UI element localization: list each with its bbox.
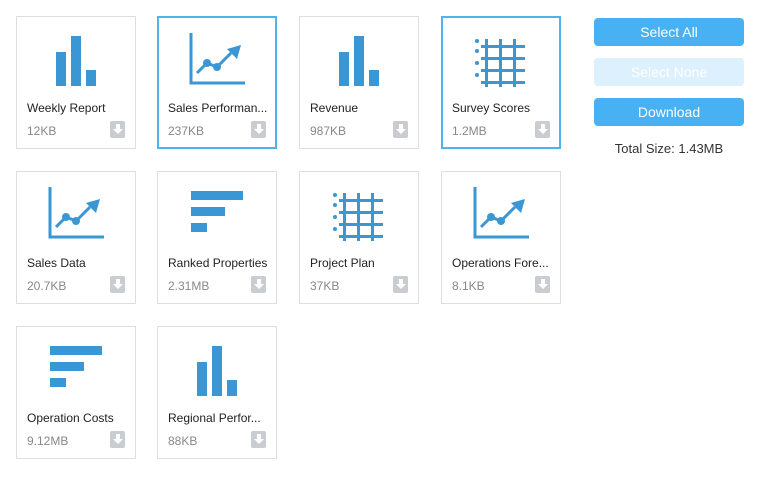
file-tile[interactable]: Regional Perfor... 88KB bbox=[157, 326, 277, 459]
file-name: Survey Scores bbox=[452, 101, 531, 115]
file-name: Weekly Report bbox=[27, 101, 106, 115]
file-tile[interactable]: Weekly Report 12KB bbox=[16, 16, 136, 149]
line-chart-icon bbox=[159, 30, 275, 92]
file-size: 9.12MB bbox=[27, 434, 69, 448]
select-all-button[interactable]: Select All bbox=[594, 18, 744, 46]
download-icon[interactable] bbox=[110, 276, 125, 293]
file-name: Ranked Properties bbox=[168, 256, 268, 270]
download-icon[interactable] bbox=[535, 276, 550, 293]
download-icon[interactable] bbox=[251, 121, 266, 138]
file-name: Operations Fore... bbox=[452, 256, 549, 270]
line-chart-icon bbox=[442, 184, 560, 246]
horizontal-bar-chart-icon bbox=[158, 184, 276, 246]
file-size: 12KB bbox=[27, 124, 57, 138]
file-name: Sales Performan... bbox=[168, 101, 268, 115]
file-name: Project Plan bbox=[310, 256, 375, 270]
file-size: 987KB bbox=[310, 124, 347, 138]
file-tile[interactable]: Project Plan 37KB bbox=[299, 171, 419, 304]
line-chart-icon bbox=[17, 184, 135, 246]
file-name: Sales Data bbox=[27, 256, 86, 270]
file-size: 8.1KB bbox=[452, 279, 485, 293]
file-name: Revenue bbox=[310, 101, 359, 115]
download-icon[interactable] bbox=[110, 121, 125, 138]
horizontal-bar-chart-icon bbox=[17, 339, 135, 401]
download-icon[interactable] bbox=[110, 431, 125, 448]
bar-chart-icon bbox=[17, 29, 135, 91]
file-tile[interactable]: Ranked Properties 2.31MB bbox=[157, 171, 277, 304]
file-tile[interactable]: Sales Data 20.7KB bbox=[16, 171, 136, 304]
download-icon[interactable] bbox=[251, 431, 266, 448]
download-icon[interactable] bbox=[393, 121, 408, 138]
download-icon[interactable] bbox=[393, 276, 408, 293]
download-icon[interactable] bbox=[535, 121, 550, 138]
bar-chart-icon bbox=[300, 29, 418, 91]
bar-chart-icon bbox=[158, 339, 276, 401]
select-none-button[interactable]: Select None bbox=[594, 58, 744, 86]
file-name: Regional Perfor... bbox=[168, 411, 261, 425]
file-size: 37KB bbox=[310, 279, 340, 293]
download-button[interactable]: Download bbox=[594, 98, 744, 126]
grid-table-icon bbox=[300, 184, 418, 246]
file-size: 2.31MB bbox=[168, 279, 210, 293]
file-size: 20.7KB bbox=[27, 279, 67, 293]
file-tile[interactable]: Revenue 987KB bbox=[299, 16, 419, 149]
file-size: 88KB bbox=[168, 434, 198, 448]
file-name: Operation Costs bbox=[27, 411, 114, 425]
file-tile[interactable]: Sales Performan... 237KB bbox=[157, 16, 277, 149]
file-size: 1.2MB bbox=[452, 124, 487, 138]
grid-table-icon bbox=[443, 30, 559, 92]
total-size: Total Size: 1.43MB bbox=[614, 141, 724, 156]
file-tile[interactable]: Survey Scores 1.2MB bbox=[441, 16, 561, 149]
file-size: 237KB bbox=[168, 124, 205, 138]
file-tile[interactable]: Operations Fore... 8.1KB bbox=[441, 171, 561, 304]
file-tile[interactable]: Operation Costs 9.12MB bbox=[16, 326, 136, 459]
download-icon[interactable] bbox=[251, 276, 266, 293]
